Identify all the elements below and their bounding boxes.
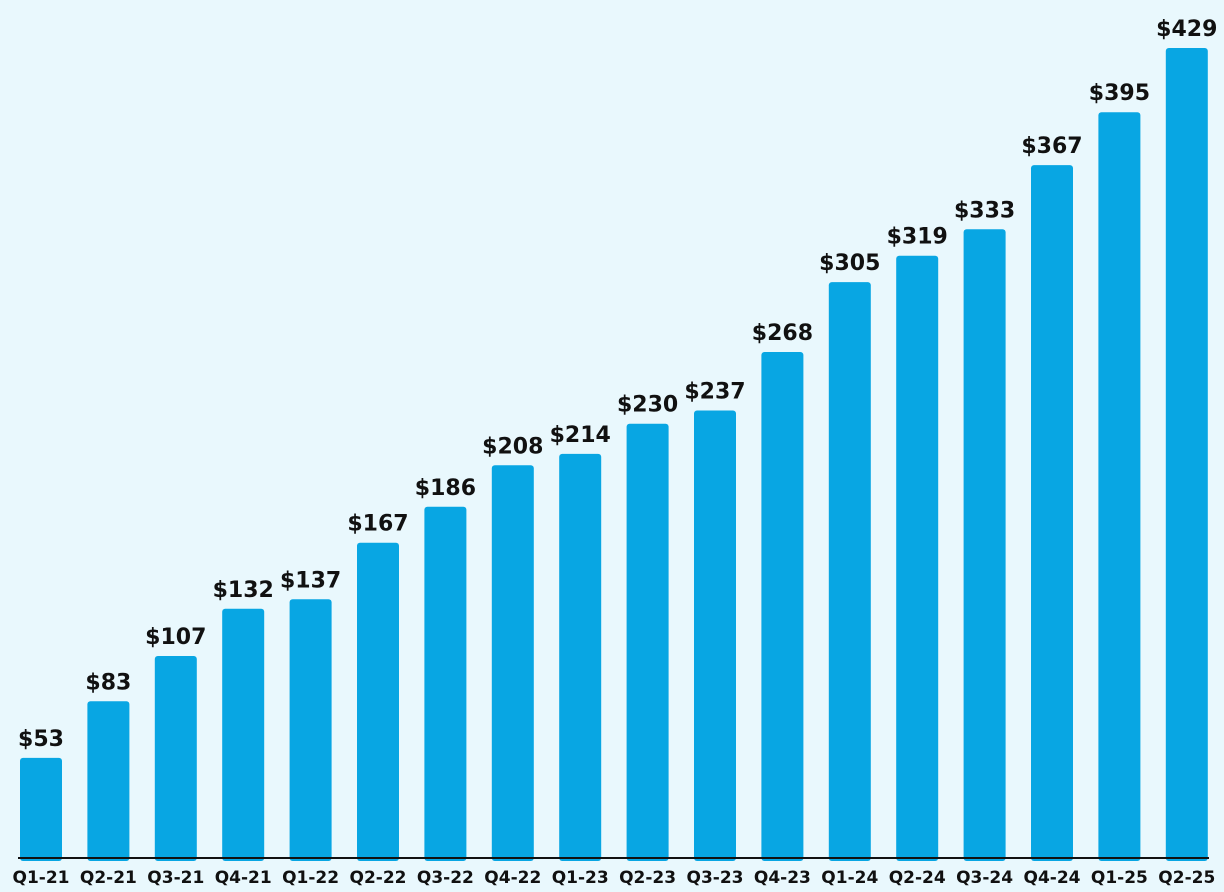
data-label-q3-21: $107 [145,625,206,650]
data-label-q4-23: $268 [752,321,813,346]
data-label-q2-23: $230 [617,393,678,418]
bar-q2-21 [87,701,130,861]
data-labels-group: $53$83$107$132 $137$167$186$208 $214$230$2… [18,17,1217,752]
x-tick-label-q3-22: Q3-22 [417,868,474,888]
bar-q4-23 [761,352,804,861]
data-label-q3-22: $186 [415,476,476,501]
x-tick-label-q4-22: Q4-22 [484,868,541,888]
bar-q1-21 [20,757,62,861]
data-label-q3-24: $333 [954,198,1015,223]
bar-q2-22 [357,542,399,861]
data-label-q4-21: $132 [213,578,274,603]
bars-group [20,48,1208,862]
bar-q3-21 [154,656,197,861]
data-label-q2-22: $167 [347,512,408,537]
bar-q3-23 [694,410,736,861]
x-tick-label-q4-23: Q4-23 [754,868,811,888]
data-label-q1-21: $53 [18,727,64,752]
bar-q4-21 [222,608,265,861]
bar-q3-24 [963,229,1006,862]
data-label-q3-23: $237 [684,380,745,405]
bar-q3-22 [424,506,467,861]
x-tick-label-q3-23: Q3-23 [687,868,744,888]
bar-q1-23 [559,453,602,861]
x-tick-label-q4-24: Q4-24 [1024,868,1081,888]
bar-q1-25 [1098,112,1141,861]
x-tick-label-q3-24: Q3-24 [956,868,1013,888]
x-tick-label-q1-25: Q1-25 [1091,868,1148,888]
data-label-q1-23: $214 [550,423,611,448]
x-tick-label-q2-23: Q2-23 [619,868,676,888]
data-label-q2-24: $319 [887,225,948,250]
x-tick-label-q4-21: Q4-21 [215,868,272,888]
x-tick-label-q1-24: Q1-24 [821,868,878,888]
bar-q2-24 [896,255,939,861]
bar-q2-23 [626,423,669,861]
data-label-q1-22: $137 [280,568,341,593]
x-tick-label-q2-24: Q2-24 [889,868,946,888]
bar-q4-24 [1031,165,1073,862]
x-tick-label-q1-23: Q1-23 [552,868,609,888]
bar-q2-25 [1165,48,1208,861]
x-tick-label-q3-21: Q3-21 [147,868,204,888]
data-label-q4-22: $208 [482,434,543,459]
x-tick-label-q1-22: Q1-22 [282,868,339,888]
data-label-q1-25: $395 [1089,81,1150,106]
x-tick-label-q2-22: Q2-22 [350,868,407,888]
x-tick-labels-group: Q1-21 Q2-21 Q3-21 Q4-21 Q1-22 Q2-22 Q3-22 Q4-22… [13,868,1216,888]
x-tick-label-q2-25: Q2-25 [1158,868,1215,888]
data-label-q1-24: $305 [819,251,880,276]
bar-q1-24 [828,282,871,862]
bar-q4-22 [491,465,534,861]
data-label-q4-24: $367 [1021,134,1082,159]
x-tick-label-q1-21: Q1-21 [13,868,70,888]
bar-q1-22 [289,599,332,861]
data-label-q2-25: $429 [1156,17,1217,42]
x-tick-label-q2-21: Q2-21 [80,868,137,888]
data-label-q2-21: $83 [85,670,131,695]
